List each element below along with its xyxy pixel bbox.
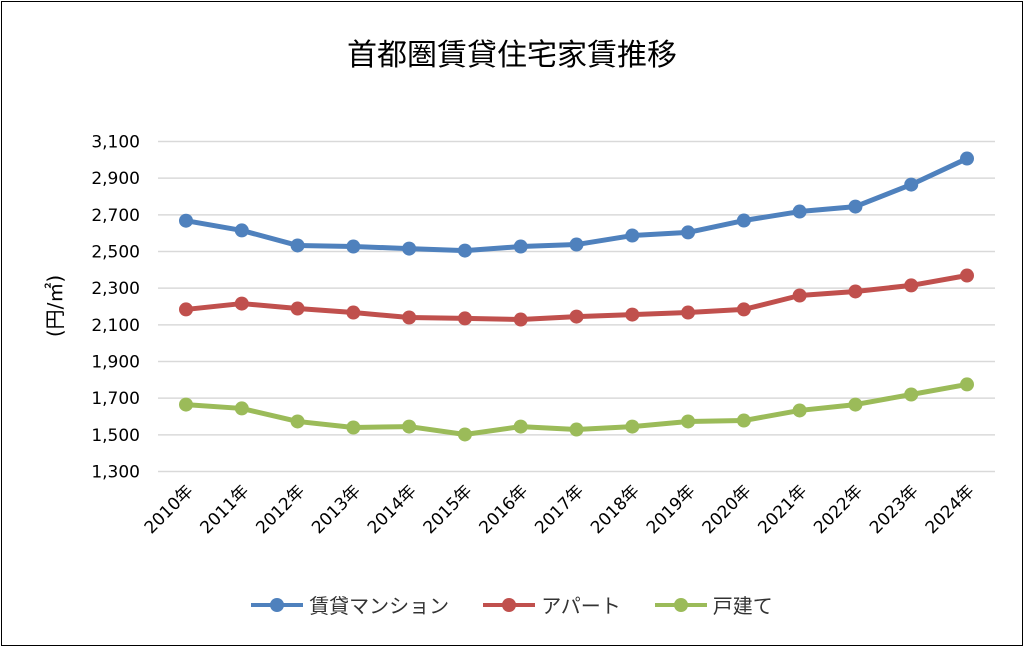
data-point [960,268,974,283]
y-tick-label: 2,100 [91,316,140,336]
legend-item: アパート [483,590,621,619]
data-point [402,310,417,325]
data-point [625,419,640,434]
data-point [681,225,696,240]
y-tick-label: 1,700 [91,389,140,409]
x-tick-label: 2023年 [866,481,923,538]
y-tick-label: 2,900 [91,169,140,189]
data-point [179,397,193,412]
y-tick-label: 1,300 [91,463,140,483]
data-point [402,241,417,256]
legend: 賃貸マンション アパート 戸建て [0,590,1024,619]
data-point [290,301,305,316]
data-point [681,305,696,320]
legend-item: 戸建て [654,590,773,619]
data-point [736,213,751,228]
data-point [457,311,472,326]
data-point [457,243,472,258]
legend-label: 戸建て [712,594,773,618]
x-tick-label: 2010年 [141,481,198,538]
x-tick-label: 2017年 [531,481,588,538]
data-point [346,239,361,254]
y-tick-label: 1,900 [91,353,140,373]
data-point [179,302,193,317]
x-tick-label: 2015年 [420,481,477,538]
data-point [402,419,417,434]
data-point [569,309,584,324]
data-point [457,427,472,442]
data-point [904,278,919,293]
y-tick-label: 1,500 [91,426,140,446]
y-tick-label: 2,500 [91,243,140,263]
data-point [234,223,249,238]
data-point [792,288,807,303]
data-point [625,307,640,322]
data-point [848,199,863,214]
legend-item: 賃貸マンション [251,590,449,619]
data-point [290,238,305,253]
data-point [513,312,528,327]
data-point [179,213,193,228]
chart-title: 首都圏賃貸住宅家賃推移 [347,38,677,73]
legend-marker-icon [483,597,536,612]
x-tick-label: 2020年 [699,481,756,538]
x-tick-label: 2022年 [810,481,867,538]
data-point [848,284,863,299]
data-point [569,422,584,437]
y-tick-label: 2,700 [91,206,140,226]
data-point [513,419,528,434]
x-tick-label: 2013年 [308,481,365,538]
data-point [234,401,249,416]
legend-label: アパート [541,594,621,618]
x-tick-label: 2016年 [475,481,532,538]
data-point [346,305,361,320]
legend-marker-icon [251,597,304,612]
data-point [736,413,751,428]
x-tick-label: 2014年 [364,481,421,538]
data-point [792,204,807,219]
x-tick-label: 2021年 [754,481,811,538]
y-axis-label: (円/㎡) [43,275,67,337]
data-point [625,228,640,243]
data-point [904,387,919,402]
data-point [960,151,974,166]
data-point [234,296,249,311]
y-tick-label: 3,100 [91,133,140,153]
x-tick-label: 2012年 [252,481,309,538]
data-point [848,397,863,412]
x-tick-label: 2024年 [922,481,979,538]
y-tick-label: 2,300 [91,279,140,299]
data-point [960,377,974,392]
data-point [346,420,361,435]
data-point [792,403,807,418]
legend-marker-icon [654,597,707,612]
data-point [290,414,305,429]
x-tick-label: 2019年 [643,481,700,538]
legend-label: 賃貸マンション [309,594,450,618]
data-point [736,302,751,317]
data-point [904,177,919,192]
data-point [569,237,584,252]
x-tick-label: 2018年 [587,481,644,538]
x-tick-label: 2011年 [197,481,254,538]
data-point [513,239,528,254]
data-point [681,414,696,429]
